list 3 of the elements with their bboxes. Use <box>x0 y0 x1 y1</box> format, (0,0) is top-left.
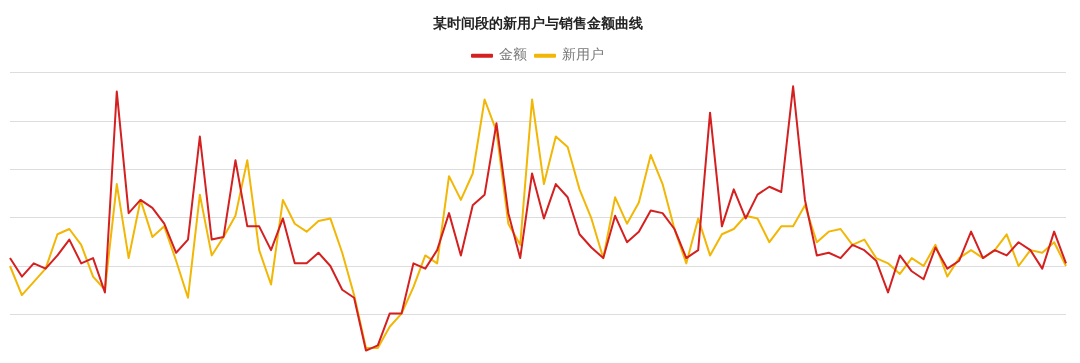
legend-label: 新用户 <box>562 46 604 63</box>
chart-title: 某时间段的新用户与销售金额曲线 <box>432 15 643 32</box>
legend-label: 金额 <box>499 46 527 63</box>
